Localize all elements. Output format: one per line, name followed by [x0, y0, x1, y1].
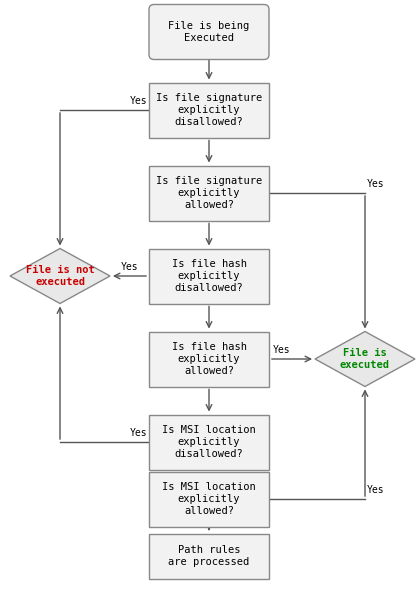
FancyBboxPatch shape	[149, 166, 269, 220]
Text: File is not
executed: File is not executed	[26, 265, 94, 287]
Polygon shape	[315, 332, 415, 386]
Text: Is file hash
explicitly
disallowed?: Is file hash explicitly disallowed?	[171, 259, 246, 293]
FancyBboxPatch shape	[149, 82, 269, 137]
Text: Is MSI location
explicitly
allowed?: Is MSI location explicitly allowed?	[162, 482, 256, 515]
FancyBboxPatch shape	[149, 534, 269, 578]
Text: Path rules
are processed: Path rules are processed	[168, 545, 250, 567]
FancyBboxPatch shape	[149, 249, 269, 303]
Text: Is file signature
explicitly
disallowed?: Is file signature explicitly disallowed?	[156, 94, 262, 127]
Text: Yes: Yes	[121, 262, 138, 272]
Polygon shape	[10, 249, 110, 303]
Text: Yes: Yes	[367, 179, 385, 189]
Text: Is file hash
explicitly
allowed?: Is file hash explicitly allowed?	[171, 342, 246, 376]
Text: Yes: Yes	[129, 428, 147, 438]
Text: Yes: Yes	[367, 485, 385, 495]
Text: Is MSI location
explicitly
disallowed?: Is MSI location explicitly disallowed?	[162, 425, 256, 459]
Text: Yes: Yes	[273, 345, 291, 355]
Text: Yes: Yes	[129, 96, 147, 106]
FancyBboxPatch shape	[149, 5, 269, 59]
Text: Is file signature
explicitly
allowed?: Is file signature explicitly allowed?	[156, 176, 262, 210]
Text: File is
executed: File is executed	[340, 348, 390, 370]
FancyBboxPatch shape	[149, 472, 269, 527]
Text: File is being
Executed: File is being Executed	[168, 21, 250, 43]
FancyBboxPatch shape	[149, 332, 269, 386]
FancyBboxPatch shape	[149, 415, 269, 469]
